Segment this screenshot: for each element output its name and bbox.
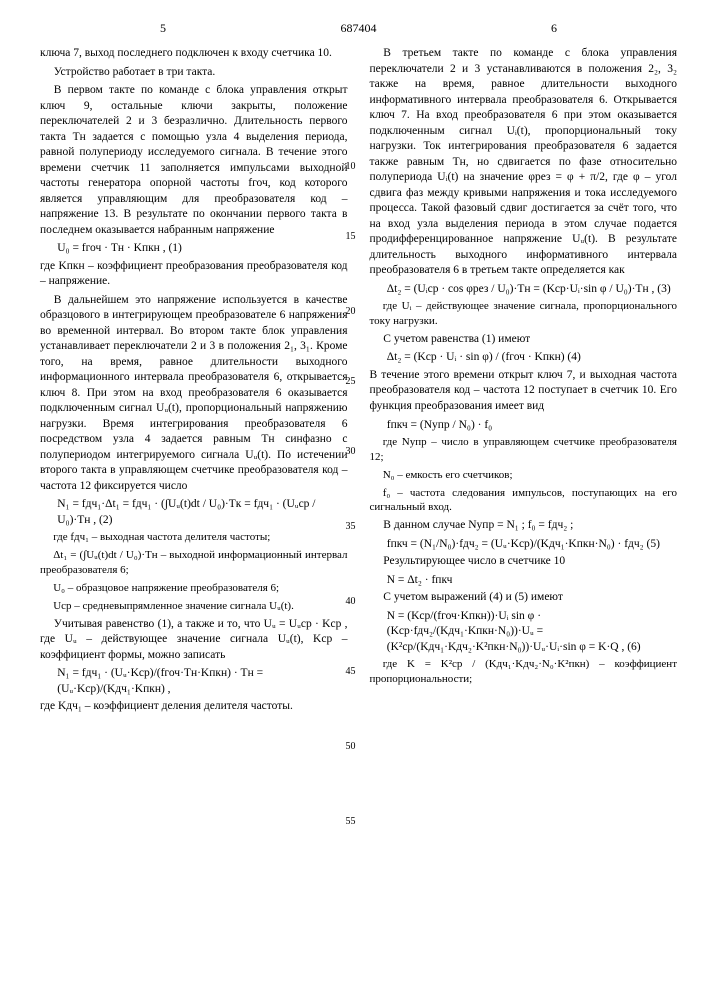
line-marker: 40 xyxy=(346,595,356,609)
equation-2: N₁ = fдч₁·Δt₁ = fдч₁ · (∫Uᵤ(t)dt / U₀)·T… xyxy=(57,497,347,528)
line-marker: 25 xyxy=(346,375,356,389)
definition: N₀ – емкость его счетчиков; xyxy=(370,468,678,483)
body-text: С учетом равенства (1) имеют xyxy=(370,332,678,348)
body-text: где Kдч₁ – коэффициент деления делителя … xyxy=(40,699,348,715)
two-column-body: ключа 7, выход последнего подключен к вх… xyxy=(40,46,677,718)
page-header: 5 687404 6 xyxy=(40,20,677,38)
equation-n1: N₁ = fдч₁ · (Uᵤ·Kср)/(fгоч·Tн·Kпкн) · Tн… xyxy=(57,666,347,697)
body-text: где Kпкн – коэффициент преобразования пр… xyxy=(40,259,348,290)
definition: где Uᵢ – действующее значение сигнала, п… xyxy=(370,299,678,329)
line-marker: 20 xyxy=(346,305,356,319)
body-text: В данном случае Nупр = N₁ ; f₀ = fдч₂ ; xyxy=(370,518,678,534)
equation-4: Δt₂ = (Kср · Uᵢ · sin φ) / (fгоч · Kпкн)… xyxy=(387,350,677,366)
body-text: Устройство работает в три такта. xyxy=(40,65,348,81)
line-marker: 35 xyxy=(346,520,356,534)
body-text: В первом такте по команде с блока управл… xyxy=(40,83,348,238)
equation-fpkch: fпкч = (Nупр / N₀) · f₀ xyxy=(387,418,677,434)
page-number-right: 6 xyxy=(551,20,557,36)
page-number-left: 5 xyxy=(160,20,166,36)
definition: где K = K²ср / (Kдч₁·Kдч₂·N₀·K²пкн) – ко… xyxy=(370,657,678,687)
body-text: ключа 7, выход последнего подключен к вх… xyxy=(40,46,348,62)
body-text: Результирующее число в счетчике 10 xyxy=(370,554,678,570)
definition: U₀ – образцовое напряжение преобразовате… xyxy=(40,581,348,596)
line-marker: 15 xyxy=(346,230,356,244)
body-text: В третьем такте по команде с блока управ… xyxy=(370,46,678,279)
body-text: С учетом выражений (4) и (5) имеют xyxy=(370,590,678,606)
line-marker: 10 xyxy=(346,160,356,174)
body-text: Учитывая равенство (1), а также и то, чт… xyxy=(40,617,348,664)
body-text: В дальнейшем это напряжение используется… xyxy=(40,293,348,495)
equation-5: fпкч = (N₁/N₀)·fдч₂ = (Uᵤ·Kср)/(Kдч₁·Kпк… xyxy=(387,537,677,553)
equation-1: U₀ = fгоч · Tн · Kпкн , (1) xyxy=(57,241,347,257)
page: 5 687404 6 ключа 7, выход последнего под… xyxy=(0,0,707,1000)
line-marker: 45 xyxy=(346,665,356,679)
equation-6: N = (Kср/(fгоч·Kпкн))·Uᵢ sin φ · (Kср·fд… xyxy=(387,609,677,656)
definition: Uср – средневыпрямленное значение сигнал… xyxy=(40,599,348,614)
definition: где fдч₁ – выходная частота делителя час… xyxy=(40,530,348,545)
document-number: 687404 xyxy=(341,20,377,36)
left-column: ключа 7, выход последнего подключен к вх… xyxy=(40,46,348,718)
definition: Δt₁ = (∫Uᵤ(t)dt / U₀)·Tн – выходной инфо… xyxy=(40,548,348,578)
line-marker: 50 xyxy=(346,740,356,754)
body-text: В течение этого времени открыт ключ 7, и… xyxy=(370,368,678,415)
definition: где Nупр – число в управляющем счетчике … xyxy=(370,435,678,465)
equation-3: Δt₂ = (Uᵢср · cos φрез / U₀)·Tн = (Kср·U… xyxy=(387,282,677,298)
equation-N: N = Δt₂ · fпкч xyxy=(387,573,677,589)
line-marker: 30 xyxy=(346,445,356,459)
definition: f₀ – частота следования импульсов, посту… xyxy=(370,486,678,516)
right-column: В третьем такте по команде с блока управ… xyxy=(370,46,678,718)
line-marker: 55 xyxy=(346,815,356,829)
